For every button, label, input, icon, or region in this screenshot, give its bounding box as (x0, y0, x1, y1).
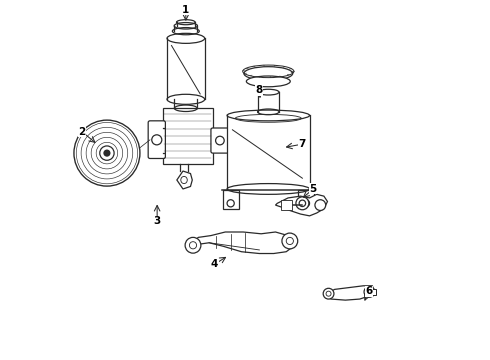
Text: 2: 2 (78, 127, 85, 136)
Text: 8: 8 (256, 85, 263, 95)
Polygon shape (177, 171, 192, 189)
Ellipse shape (244, 67, 293, 80)
Text: 1: 1 (182, 5, 190, 15)
Bar (298, 190, 314, 209)
Circle shape (103, 149, 111, 157)
FancyBboxPatch shape (148, 121, 166, 158)
Text: 4: 4 (211, 259, 218, 269)
Text: 5: 5 (310, 184, 317, 194)
Polygon shape (324, 286, 374, 300)
Circle shape (286, 237, 294, 244)
Circle shape (299, 200, 306, 207)
Bar (227, 116, 310, 189)
FancyBboxPatch shape (211, 128, 229, 153)
Text: 6: 6 (365, 286, 372, 296)
Circle shape (74, 120, 140, 186)
Bar (281, 200, 292, 211)
Polygon shape (275, 194, 327, 216)
Circle shape (296, 197, 309, 210)
Bar (167, 39, 205, 99)
Text: 3: 3 (153, 216, 161, 226)
Circle shape (323, 288, 334, 299)
Circle shape (326, 291, 331, 296)
Circle shape (282, 233, 298, 249)
Bar (176, 22, 195, 26)
Circle shape (185, 237, 201, 253)
Circle shape (190, 242, 196, 249)
Text: 7: 7 (299, 139, 306, 149)
Circle shape (315, 200, 326, 211)
Bar (370, 289, 376, 296)
Polygon shape (188, 232, 295, 253)
Ellipse shape (246, 76, 290, 87)
Bar (223, 190, 239, 209)
Bar (174, 26, 197, 31)
Circle shape (364, 287, 375, 297)
FancyBboxPatch shape (163, 108, 213, 164)
Circle shape (367, 289, 372, 294)
